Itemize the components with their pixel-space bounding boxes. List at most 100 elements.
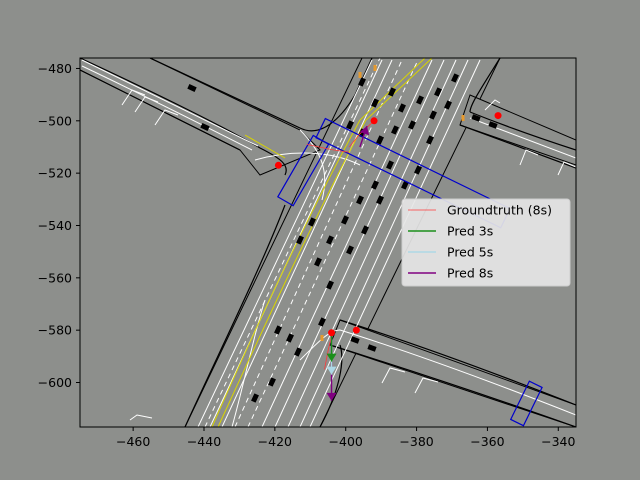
road-edge	[469, 111, 576, 151]
lane-line	[299, 59, 469, 427]
vehicle	[416, 95, 424, 105]
road-edge	[184, 204, 286, 427]
trajectory-layer	[274, 112, 502, 401]
center-line	[211, 58, 426, 427]
agent-point	[370, 117, 378, 125]
vehicle	[326, 235, 334, 245]
vehicle	[398, 103, 406, 113]
vehicle	[376, 195, 384, 205]
plot-frame	[79, 57, 577, 428]
parking-stall	[381, 367, 406, 384]
vehicle	[187, 84, 197, 92]
vehicle	[268, 377, 276, 387]
lane-line	[339, 329, 576, 416]
road-edge	[80, 69, 241, 151]
vehicle	[346, 120, 354, 130]
signal-marker	[373, 65, 377, 71]
plot-area	[80, 58, 576, 427]
center-line	[217, 58, 433, 427]
vehicle	[251, 393, 259, 403]
lane-line	[197, 59, 373, 427]
legend-box	[401, 198, 571, 287]
center-line	[244, 134, 286, 159]
vehicle	[386, 160, 394, 170]
vehicle	[376, 135, 384, 145]
pred-arrow	[326, 335, 337, 362]
vehicle	[274, 325, 282, 335]
legend-label: Pred 3s	[447, 224, 493, 239]
vehicle	[318, 317, 326, 327]
y-tick-label: −480	[38, 61, 72, 76]
x-tick-label: −420	[258, 434, 292, 449]
vehicle	[341, 215, 349, 225]
lane-line	[469, 117, 576, 159]
parking-stall	[121, 89, 146, 106]
vehicle	[444, 100, 452, 110]
legend-label: Pred 8s	[447, 266, 493, 281]
lane-line	[81, 59, 259, 147]
vehicle	[471, 114, 481, 122]
vehicle	[296, 235, 304, 245]
road-edge	[339, 319, 576, 406]
x-tick-label: −360	[470, 434, 504, 449]
vehicle	[361, 225, 369, 235]
parking-stall	[154, 109, 179, 126]
y-tick-label: −540	[38, 218, 72, 233]
parking-stall	[134, 96, 159, 113]
y-tick-label: −600	[38, 375, 72, 390]
vehicle	[294, 347, 302, 357]
x-tick-label: −460	[116, 434, 150, 449]
parking-stall	[484, 99, 501, 111]
lane-line	[261, 59, 433, 427]
y-tick-label: −500	[38, 113, 72, 128]
x-tick-label: −400	[329, 434, 363, 449]
road-main	[184, 58, 501, 427]
road-edge	[149, 58, 373, 132]
y-tick-label: −560	[38, 270, 72, 285]
vehicle	[371, 180, 379, 190]
vehicle	[326, 280, 334, 290]
lane-line	[221, 59, 393, 427]
x-tick-label: −340	[541, 434, 575, 449]
vehicle	[314, 257, 322, 267]
lane-line	[309, 59, 481, 427]
vehicle	[426, 135, 434, 145]
vehicle	[200, 123, 210, 131]
parking-stall	[519, 149, 539, 166]
agent-point	[352, 326, 360, 334]
vehicle	[391, 125, 399, 135]
x-tick-label: −380	[399, 434, 433, 449]
legend: Groundtruth (8s) Pred 3s Pred 5s Pred 8s	[401, 198, 571, 287]
legend-label: Groundtruth (8s)	[447, 203, 552, 218]
vehicle	[350, 336, 360, 344]
groundtruth-path	[324, 335, 332, 370]
parking-stall	[414, 377, 439, 394]
vehicle	[414, 165, 422, 175]
vehicle	[388, 87, 396, 97]
agent-bounding-box	[509, 380, 543, 427]
signal-marker	[320, 335, 324, 341]
pred-arrow	[359, 125, 370, 148]
agent-point	[274, 161, 282, 169]
y-tick-label: −520	[38, 166, 72, 181]
signal-marker	[461, 115, 465, 121]
road-edge	[469, 58, 501, 113]
groundtruth-path	[348, 120, 375, 148]
agent-point	[328, 329, 336, 337]
road-edge	[329, 344, 576, 427]
y-axis: −480 −500 −520 −540 −560 −580 −600	[38, 61, 80, 390]
vehicle	[308, 217, 316, 227]
lane-line	[231, 299, 266, 427]
parking-stall	[557, 161, 576, 176]
road-edge	[319, 344, 343, 427]
vehicle	[371, 98, 379, 108]
vehicle	[358, 77, 366, 87]
lane-markings	[81, 58, 576, 427]
vehicle	[356, 195, 364, 205]
vehicle	[451, 73, 459, 83]
vehicle	[429, 110, 437, 120]
vehicle	[367, 344, 377, 352]
groundtruth-path	[306, 143, 350, 153]
legend-label: Pred 5s	[447, 245, 493, 260]
